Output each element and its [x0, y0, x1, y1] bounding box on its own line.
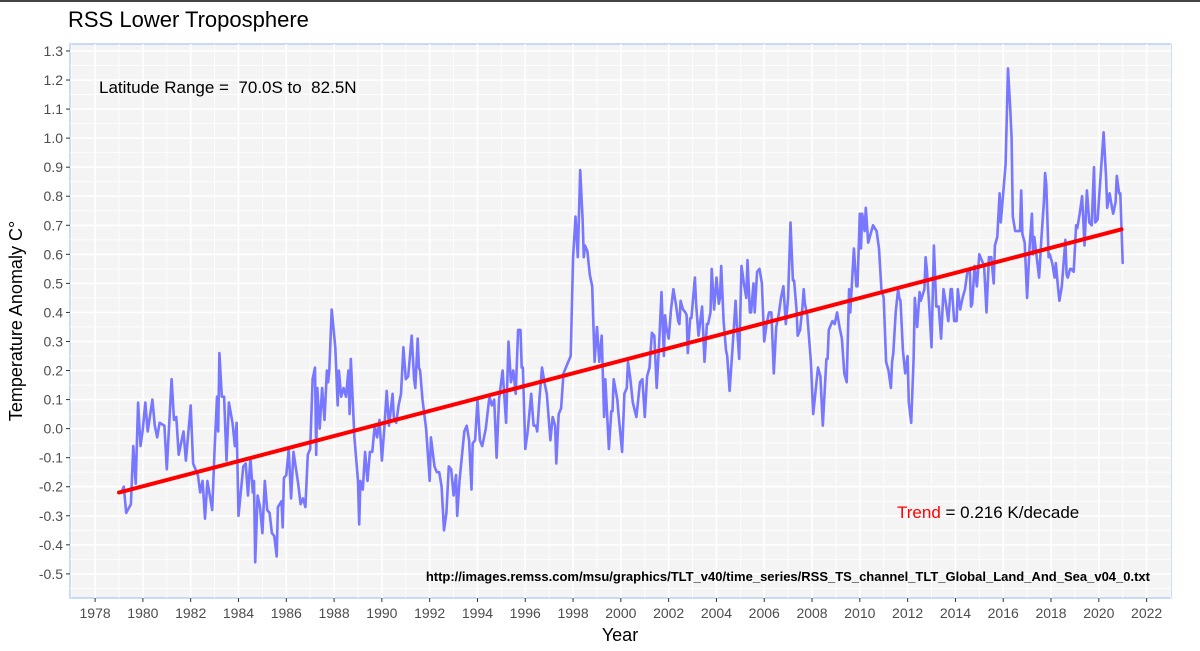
y-tick-label: -0.2 — [39, 479, 63, 495]
x-tick-label: 2008 — [796, 605, 827, 621]
y-tick-label: -0.5 — [39, 566, 63, 582]
x-tick-label: 1998 — [557, 605, 588, 621]
x-tick-label: 1982 — [175, 605, 206, 621]
x-tick-label: 2002 — [653, 605, 684, 621]
x-tick-label: 2006 — [749, 605, 780, 621]
y-tick-label: 0.1 — [44, 392, 64, 408]
top-border — [0, 0, 1200, 2]
y-tick-label: 0.5 — [44, 275, 64, 291]
x-tick-label: 1988 — [318, 605, 349, 621]
trend-label: Trend = 0.216 K/decade — [897, 503, 1079, 522]
x-tick-label: 2020 — [1083, 605, 1114, 621]
x-tick-label: 1978 — [80, 605, 111, 621]
y-tick-label: 0.2 — [44, 363, 64, 379]
y-tick-label: 1.3 — [44, 43, 64, 59]
x-tick-label: 1992 — [414, 605, 445, 621]
y-tick-label: 0.6 — [44, 246, 64, 262]
y-tick-label: 1.2 — [44, 72, 64, 88]
anomaly-series-line — [120, 67, 1124, 564]
trend-value: = 0.216 K/decade — [941, 503, 1079, 522]
x-tick-label: 2018 — [1035, 605, 1066, 621]
y-tick-label: -0.1 — [39, 450, 63, 466]
y-tick-label: 0.9 — [44, 159, 64, 175]
chart-title: RSS Lower Troposphere — [68, 7, 309, 32]
x-tick-label: 2004 — [701, 605, 732, 621]
x-tick-label: 1996 — [510, 605, 541, 621]
x-tick-label: 2016 — [988, 605, 1019, 621]
x-tick-label: 2014 — [940, 605, 971, 621]
x-tick-label: 1994 — [462, 605, 493, 621]
x-axis: 1978 1980 1982 1984 1986 1988 1990 1992 1994 1996… — [80, 598, 1162, 621]
y-tick-label: 0.4 — [44, 304, 64, 320]
y-tick-label: 0.7 — [44, 217, 64, 233]
y-tick-label: -0.4 — [39, 537, 63, 553]
x-tick-label: 2022 — [1131, 605, 1162, 621]
latitude-range-label: Latitude Range = 70.0S to 82.5N — [99, 78, 357, 97]
x-tick-label: 1990 — [366, 605, 397, 621]
x-tick-label: 1984 — [223, 605, 254, 621]
y-tick-label: 1.0 — [44, 130, 64, 146]
y-axis: -0.5 -0.4 -0.3 -0.2 -0.1 0.0 0.1 0.2 0.3 0.4 0.5 0.… — [39, 43, 70, 582]
y-tick-label: 0.3 — [44, 333, 64, 349]
source-url: http://images.remss.com/msu/graphics/TLT… — [426, 569, 1151, 584]
series-lines — [117, 67, 1124, 564]
y-tick-label: 1.1 — [44, 101, 64, 117]
trend-word: Trend — [897, 503, 941, 522]
x-tick-label: 2010 — [844, 605, 875, 621]
y-axis-title: Temperature Anomaly C° — [6, 221, 26, 421]
y-tick-label: 0.0 — [44, 421, 64, 437]
x-tick-label: 1980 — [127, 605, 158, 621]
y-tick-label: 0.8 — [44, 188, 64, 204]
x-tick-label: 1986 — [271, 605, 302, 621]
x-tick-label: 2012 — [892, 605, 923, 621]
x-axis-title: Year — [602, 625, 638, 645]
grid — [70, 44, 1171, 598]
y-tick-label: -0.3 — [39, 508, 63, 524]
trend-line — [117, 227, 1124, 495]
x-tick-label: 2000 — [605, 605, 636, 621]
